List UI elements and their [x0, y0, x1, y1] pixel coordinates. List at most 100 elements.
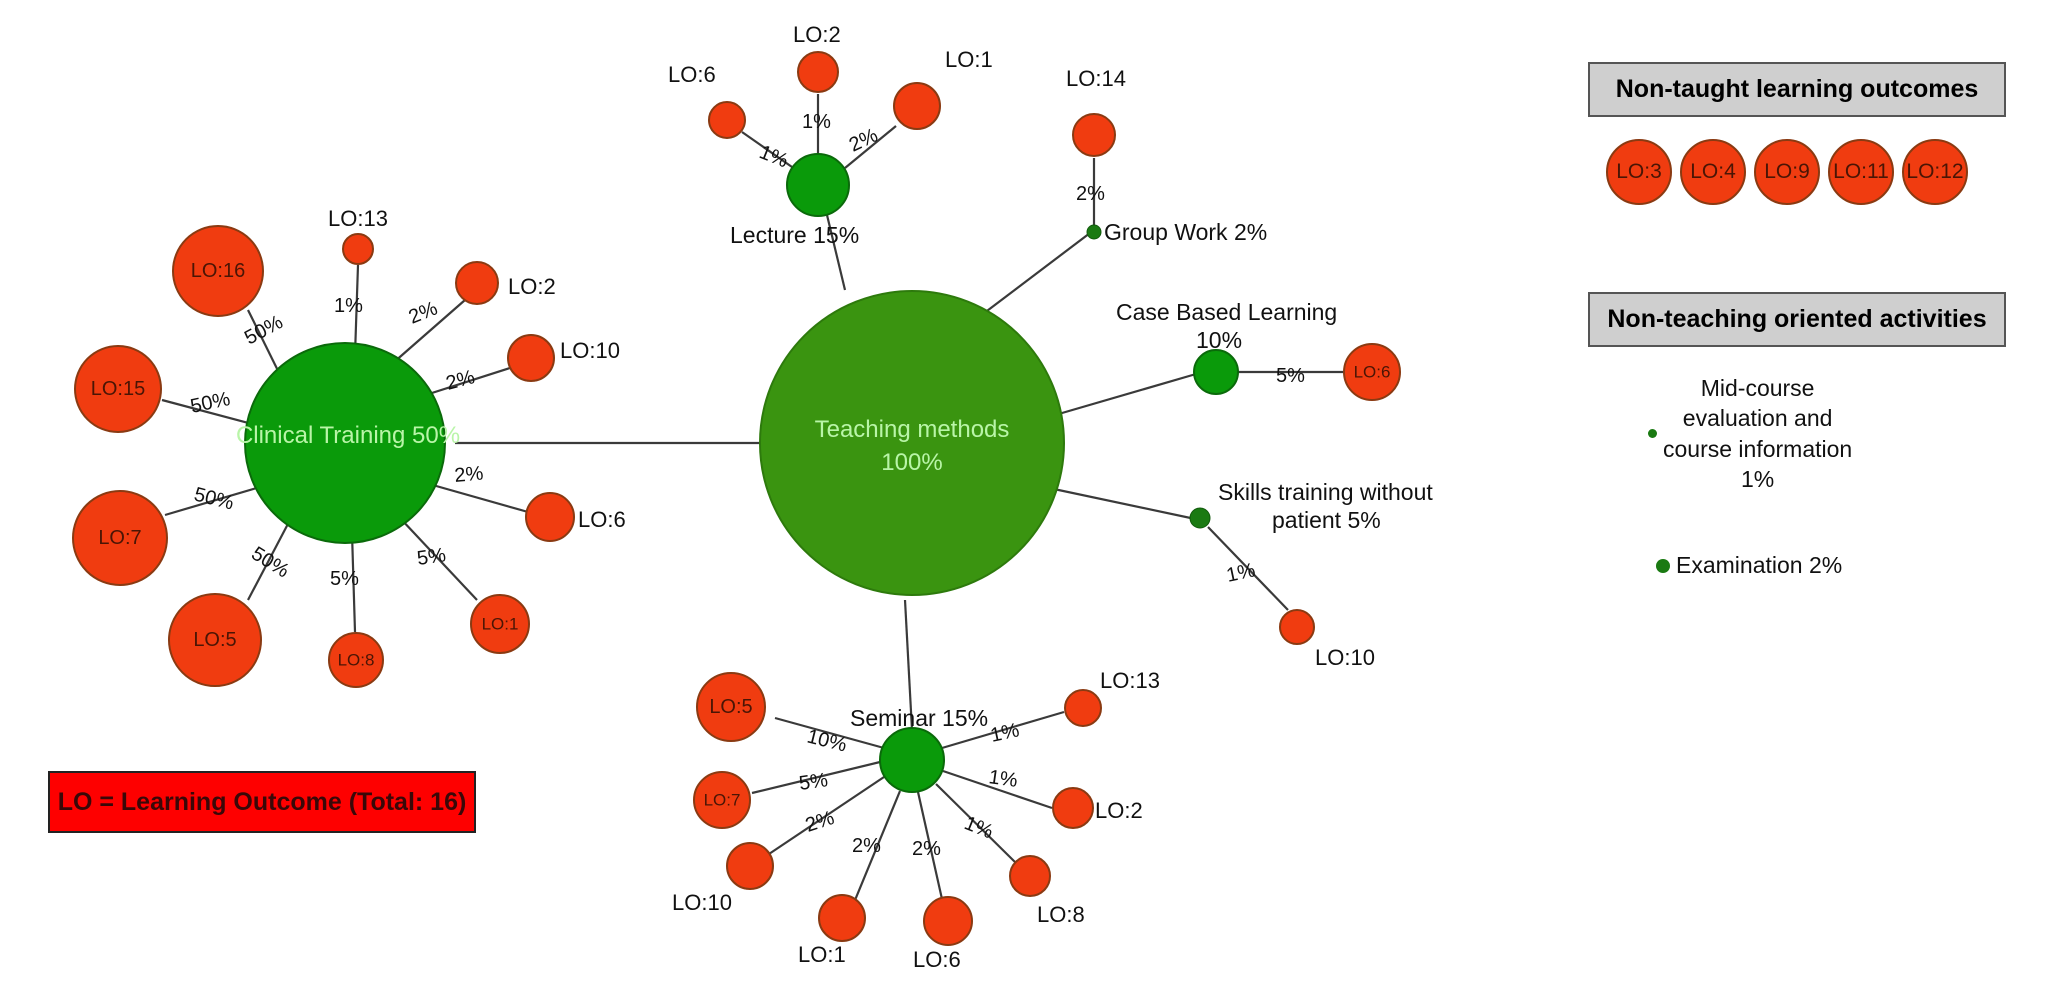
non-taught-chip[interactable]: LO:12 — [1902, 139, 1968, 205]
midcourse-line4: 1% — [1740, 466, 1775, 493]
pct-seminar-lo5: 10% — [805, 726, 849, 757]
lo-node-lecture-lo1[interactable] — [893, 82, 941, 130]
lo-label-seminar-lo13: LO:13 — [1100, 668, 1160, 693]
pct-clinical-lo5: 50% — [247, 543, 293, 583]
hub-seminar[interactable] — [879, 727, 945, 793]
lo-node-clinical-lo5[interactable] — [168, 593, 262, 687]
lo-label-clinical-lo10: LO:10 — [560, 338, 620, 363]
pct-lecture-lo6: 1% — [756, 141, 791, 172]
hub-label-group-work: Group Work 2% — [1104, 219, 1267, 245]
hub-label-case-based-learning-line2: 10% — [1196, 327, 1242, 353]
lo-label-seminar-lo5: LO:5 — [709, 696, 752, 718]
non-teaching-item-midcourse[interactable]: Mid-course evaluation and course informa… — [1588, 373, 2006, 494]
lo-node-seminar-lo7[interactable] — [693, 771, 751, 829]
hub-label-seminar: Seminar 15% — [850, 705, 988, 731]
edge-seminar-lo1 — [851, 790, 902, 906]
lo-label-groupwork-lo14: LO:14 — [1066, 66, 1126, 91]
pct-clinical-lo15: 50% — [188, 388, 232, 418]
non-taught-chip[interactable]: LO:3 — [1606, 139, 1672, 205]
lo-label-clinical-lo5: LO:5 — [193, 629, 236, 651]
pct-clinical-lo1: 5% — [416, 544, 448, 570]
lo-node-lecture-lo6[interactable] — [708, 101, 746, 139]
lo-label-clinical-lo8: LO:8 — [338, 651, 375, 670]
hub-label-case-based-learning-line1: Case Based Learning — [1116, 299, 1337, 325]
hub-label-teaching-methods: Teaching methods — [815, 416, 1010, 443]
pct-seminar-lo1: 2% — [852, 835, 881, 857]
non-taught-chip[interactable]: LO:4 — [1680, 139, 1746, 205]
lo-node-lecture-lo2[interactable] — [797, 51, 839, 93]
lo-node-seminar-lo5[interactable] — [696, 672, 766, 742]
lo-node-seminar-lo8[interactable] — [1009, 855, 1051, 897]
learning-outcome-legend-text: LO = Learning Outcome (Total: 16) — [57, 787, 467, 816]
lo-node-seminar-lo13[interactable] — [1064, 689, 1102, 727]
hub-label-teaching-methods-percent: 100% — [881, 449, 942, 476]
pct-seminar-lo7: 5% — [798, 769, 830, 795]
lo-node-clinical-lo16[interactable] — [172, 225, 264, 317]
pct-clinical-lo8: 5% — [330, 568, 359, 590]
lo-label-seminar-lo6: LO:6 — [913, 947, 961, 972]
lo-node-clinical-lo6[interactable] — [525, 492, 575, 542]
pct-seminar-lo13: 1% — [988, 719, 1021, 747]
green-dot-icon — [1656, 558, 1670, 573]
lo-node-skills-lo10[interactable] — [1279, 609, 1315, 645]
lo-label-cbl-lo6: LO:6 — [1354, 363, 1391, 382]
lo-node-clinical-lo8[interactable] — [328, 632, 384, 688]
midcourse-line2: evaluation and — [1682, 405, 1833, 432]
lo-label-seminar-lo10: LO:10 — [672, 890, 732, 915]
lo-label-clinical-lo7: LO:7 — [98, 527, 141, 549]
edge-seminar-lo7 — [751, 760, 881, 795]
lo-node-clinical-lo1[interactable] — [470, 594, 530, 654]
edge-clinical-lo13 — [353, 264, 360, 356]
pct-seminar-lo6: 2% — [912, 838, 941, 860]
non-teaching-item-examination[interactable]: Examination 2% — [1588, 550, 2006, 580]
hub-skills-training[interactable] — [1189, 507, 1211, 529]
pct-clinical-lo10: 2% — [444, 366, 478, 395]
learning-outcome-legend-box: LO = Learning Outcome (Total: 16) — [48, 771, 476, 833]
lo-node-seminar-lo1[interactable] — [818, 894, 866, 942]
non-teaching-item-examination-text: Examination 2% — [1676, 552, 1843, 579]
non-taught-chip[interactable]: LO:11 — [1828, 139, 1894, 205]
pct-clinical-lo7: 50% — [192, 484, 236, 515]
edge-clinical-lo5 — [247, 519, 291, 601]
lo-node-cbl-lo6[interactable] — [1343, 343, 1401, 401]
midcourse-line1: Mid-course — [1700, 375, 1815, 401]
lo-label-seminar-lo1: LO:1 — [798, 942, 846, 967]
hub-group-work[interactable] — [1086, 224, 1102, 240]
midcourse-line3: course information — [1663, 435, 1853, 462]
lo-label-clinical-lo16: LO:16 — [191, 260, 245, 282]
panel-non-taught-learning-outcomes: Non-taught learning outcomes LO:3 LO:4 L… — [1588, 62, 2006, 205]
hub-clinical-training[interactable] — [244, 342, 446, 544]
lo-label-seminar-lo2: LO:2 — [1095, 798, 1143, 823]
lo-node-clinical-lo13[interactable] — [342, 233, 374, 265]
panel-non-teaching-title: Non-teaching oriented activities — [1588, 292, 2006, 347]
lo-node-clinical-lo10[interactable] — [507, 334, 555, 382]
non-taught-chip[interactable]: LO:9 — [1754, 139, 1820, 205]
edge-clinical-lo1 — [399, 517, 478, 601]
lo-node-seminar-lo2[interactable] — [1052, 787, 1094, 829]
edge-teaching-to-skills — [1034, 483, 1201, 522]
edge-seminar-lo10 — [765, 776, 885, 857]
edge-lecture-lo1 — [844, 125, 897, 169]
hub-label-clinical-training: Clinical Training 50% — [236, 422, 460, 449]
lo-node-groupwork-lo14[interactable] — [1072, 113, 1116, 157]
pct-skills-lo10: 1% — [1224, 559, 1257, 587]
lo-node-clinical-lo2[interactable] — [455, 261, 499, 305]
edge-seminar-lo5 — [774, 716, 885, 750]
lo-node-clinical-lo7[interactable] — [72, 490, 168, 586]
edge-seminar-lo2 — [942, 769, 1053, 810]
lo-node-seminar-lo6[interactable] — [923, 896, 973, 946]
lo-label-clinical-lo13: LO:13 — [328, 206, 388, 231]
hub-lecture[interactable] — [786, 153, 850, 217]
green-dot-icon — [1648, 429, 1657, 439]
lo-node-seminar-lo10[interactable] — [726, 842, 774, 890]
hub-case-based-learning[interactable] — [1193, 349, 1239, 395]
edge-seminar-lo6 — [916, 791, 946, 909]
lo-label-seminar-lo8: LO:8 — [1037, 902, 1085, 927]
edge-teaching-to-seminar — [903, 599, 914, 731]
lo-label-clinical-lo15: LO:15 — [91, 378, 145, 400]
edge-clinical-lo15 — [161, 398, 257, 427]
lo-node-clinical-lo15[interactable] — [74, 345, 162, 433]
hub-teaching-methods[interactable] — [759, 290, 1065, 596]
edge-clinical-lo7 — [164, 485, 261, 517]
